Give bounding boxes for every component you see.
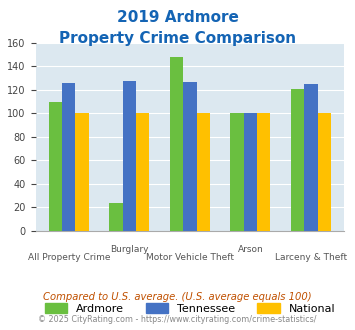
Text: © 2025 CityRating.com - https://www.cityrating.com/crime-statistics/: © 2025 CityRating.com - https://www.city…	[38, 315, 317, 324]
Bar	[183, 82, 197, 231]
Text: Larceny & Theft: Larceny & Theft	[275, 253, 347, 262]
Text: Burglary: Burglary	[110, 245, 149, 254]
Legend: Ardmore, Tennessee, National: Ardmore, Tennessee, National	[39, 298, 341, 319]
Bar	[197, 114, 210, 231]
Bar	[244, 114, 257, 231]
Bar	[170, 57, 183, 231]
Bar	[109, 203, 123, 231]
Bar	[136, 114, 149, 231]
Bar	[291, 89, 304, 231]
Text: All Property Crime: All Property Crime	[28, 253, 110, 262]
Bar	[257, 114, 271, 231]
Text: Motor Vehicle Theft: Motor Vehicle Theft	[146, 253, 234, 262]
Text: Property Crime Comparison: Property Crime Comparison	[59, 31, 296, 46]
Text: 2019 Ardmore: 2019 Ardmore	[116, 10, 239, 25]
Text: Compared to U.S. average. (U.S. average equals 100): Compared to U.S. average. (U.S. average …	[43, 292, 312, 302]
Bar	[62, 83, 76, 231]
Bar	[318, 114, 331, 231]
Bar	[230, 114, 244, 231]
Text: Arson: Arson	[237, 245, 263, 254]
Bar	[49, 102, 62, 231]
Bar	[76, 114, 89, 231]
Bar	[304, 84, 318, 231]
Bar	[123, 81, 136, 231]
